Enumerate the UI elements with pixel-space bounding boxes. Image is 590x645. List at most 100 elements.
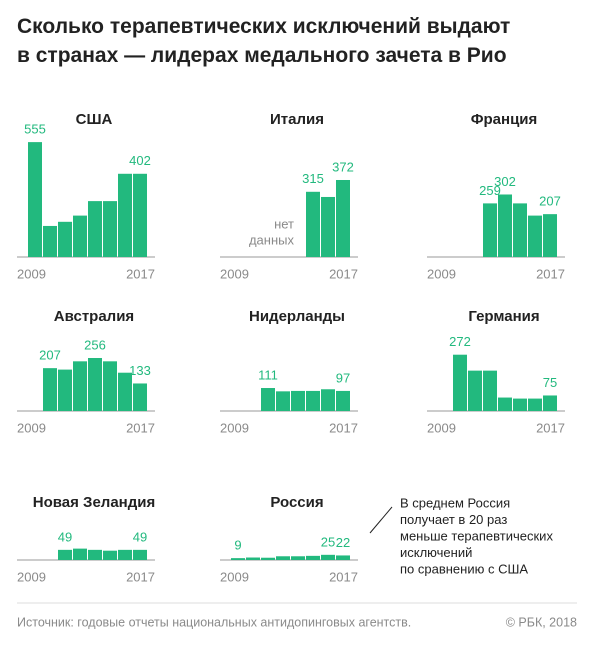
panel-title: Новая Зеландия — [33, 494, 155, 511]
x-tick-label: 2009 — [427, 266, 456, 281]
data-label: 25 — [321, 534, 335, 549]
bar — [498, 194, 512, 257]
x-tick-label: 2009 — [220, 420, 249, 435]
bar — [336, 179, 350, 257]
panel-title: Австралия — [54, 308, 134, 325]
no-data-note: нет — [274, 216, 294, 231]
annotation: получает в 20 раз — [400, 512, 507, 527]
bar — [513, 398, 527, 411]
data-label: 207 — [539, 194, 561, 209]
bar — [118, 549, 132, 560]
data-label: 97 — [336, 370, 350, 385]
bar — [58, 221, 72, 257]
data-label: 133 — [129, 363, 151, 378]
data-label: 49 — [133, 529, 147, 544]
data-label: 49 — [58, 529, 72, 544]
bar — [103, 361, 117, 411]
bar — [336, 555, 350, 560]
bar — [306, 555, 320, 560]
bar — [261, 388, 275, 411]
data-label: 272 — [449, 334, 471, 349]
bar — [528, 215, 542, 257]
bar — [73, 361, 87, 411]
bar — [453, 354, 467, 411]
bar — [246, 557, 260, 560]
bar — [43, 225, 57, 257]
panel-title: США — [76, 111, 113, 128]
bar — [88, 201, 102, 257]
data-label: 555 — [24, 122, 46, 137]
x-tick-label: 2017 — [536, 420, 565, 435]
data-label: 259 — [479, 183, 501, 198]
x-tick-label: 2009 — [220, 569, 249, 584]
chart-title: в странах — лидерах медального зачета в … — [17, 44, 507, 67]
data-label: 75 — [543, 375, 557, 390]
bar — [261, 557, 275, 560]
annotation: В среднем Россия — [400, 495, 510, 510]
bar — [543, 395, 557, 411]
bar — [103, 201, 117, 257]
bar — [118, 173, 132, 257]
x-tick-label: 2017 — [329, 569, 358, 584]
bar — [58, 369, 72, 411]
panel-title: Франция — [471, 111, 538, 128]
bar — [498, 397, 512, 411]
data-label: 22 — [336, 535, 350, 550]
source: Источник: годовые отчеты национальных ан… — [17, 615, 411, 629]
panel-title: Россия — [270, 494, 323, 511]
bar — [321, 196, 335, 257]
x-tick-label: 2009 — [17, 266, 46, 281]
bar — [336, 390, 350, 411]
bar — [513, 203, 527, 257]
bar — [73, 548, 87, 560]
panel-title: Нидерланды — [249, 308, 345, 325]
x-tick-label: 2017 — [329, 266, 358, 281]
annotation: по сравнению с США — [400, 561, 528, 576]
x-tick-label: 2009 — [220, 266, 249, 281]
bar — [276, 391, 290, 411]
bar — [118, 372, 132, 411]
data-label: 315 — [302, 171, 324, 186]
x-tick-label: 2009 — [427, 420, 456, 435]
bar — [276, 556, 290, 560]
bar — [291, 390, 305, 411]
data-label: 372 — [332, 159, 354, 174]
x-tick-label: 2009 — [17, 420, 46, 435]
x-tick-label: 2017 — [126, 266, 155, 281]
chart-title: Сколько терапевтических исключений выдаю… — [17, 15, 510, 38]
bar — [231, 558, 245, 560]
bar — [133, 549, 147, 560]
x-tick-label: 2009 — [17, 569, 46, 584]
x-tick-label: 2017 — [329, 420, 358, 435]
x-tick-label: 2017 — [126, 569, 155, 584]
bar — [58, 549, 72, 560]
bar — [306, 390, 320, 411]
bar — [88, 358, 102, 411]
annotation: меньше терапевтических — [400, 528, 553, 543]
bar — [103, 550, 117, 560]
annotation-pointer — [369, 506, 393, 534]
panel-title: Италия — [270, 111, 324, 128]
bar — [468, 370, 482, 411]
bar — [306, 191, 320, 257]
bar — [528, 398, 542, 411]
data-label: 207 — [39, 348, 61, 363]
panel-title: Германия — [468, 308, 539, 325]
copyright: © РБК, 2018 — [506, 615, 577, 629]
bar — [43, 368, 57, 411]
bar — [321, 389, 335, 411]
bar — [73, 215, 87, 257]
no-data-note: данных — [249, 232, 295, 247]
bar — [88, 549, 102, 560]
bar — [483, 203, 497, 257]
bar — [483, 370, 497, 411]
annotation: исключений — [400, 545, 472, 560]
x-tick-label: 2017 — [126, 420, 155, 435]
data-label: 256 — [84, 337, 106, 352]
data-label: 9 — [234, 538, 241, 553]
data-label: 302 — [494, 174, 516, 189]
bar — [291, 556, 305, 560]
data-label: 111 — [258, 367, 278, 382]
bar — [543, 214, 557, 257]
